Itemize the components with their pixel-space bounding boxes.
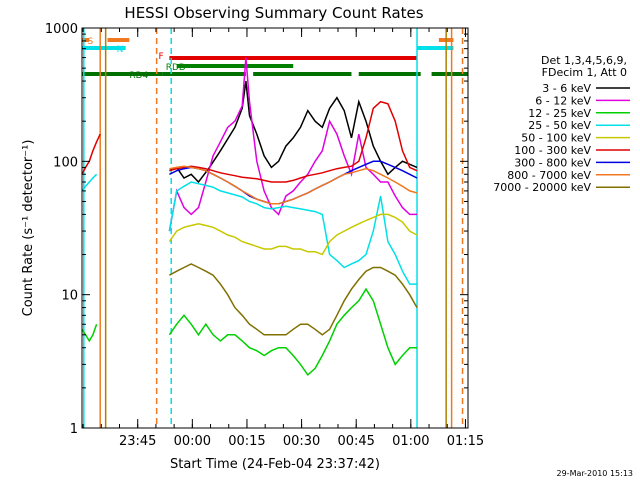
legend-entry: 6 - 12 keV [535, 94, 591, 107]
series-line [168, 57, 417, 232]
mode-change-lines [83, 28, 464, 428]
series-line [169, 263, 418, 336]
legend-entry: 25 - 50 keV [528, 119, 591, 132]
timestamp: 29-Mar-2010 15:13 [557, 469, 634, 478]
x-axis: 23:45 00:00 00:15 00:30 00:45 01:00 01:15 [82, 28, 484, 449]
x-tick-label: 00:15 [228, 434, 265, 449]
flag-bar-label: RDD [166, 63, 186, 73]
y-tick-label: 10 [61, 289, 78, 304]
x-tick-label: 23:45 [119, 434, 156, 449]
legend-header: Det 1,3,4,5,6,9, [541, 54, 627, 67]
legend-entry: 100 - 300 keV [514, 144, 591, 157]
legend-entry: 300 - 800 keV [514, 156, 591, 169]
flag-bar-label: S [87, 37, 93, 47]
x-tick-label: 00:30 [283, 434, 320, 449]
series-line [168, 287, 417, 377]
y-axis: 1 10 100 1000 [45, 22, 468, 437]
plot-frame [81, 27, 469, 429]
x-tick-label: 01:15 [447, 434, 484, 449]
series-lines [81, 57, 418, 377]
x-tick-label: 00:00 [174, 434, 211, 449]
series-line-segment [81, 323, 98, 343]
legend: Det 1,3,4,5,6,9,FDecim 1, Att 0 3 - 6 keV… [493, 54, 630, 194]
legend-entry: 12 - 25 keV [528, 107, 591, 120]
x-tick-label: 00:45 [337, 434, 374, 449]
legend-header: FDecim 1, Att 0 [542, 66, 627, 79]
legend-entry: 800 - 7000 keV [507, 169, 591, 182]
series-line [168, 181, 417, 285]
series-line [169, 100, 418, 183]
y-axis-label: Count Rate (s⁻¹ detector⁻¹) [21, 140, 36, 317]
x-tick-label: 01:00 [392, 434, 429, 449]
chart-title: HESSI Observing Summary Count Rates [124, 4, 423, 22]
series-line [168, 213, 418, 256]
y-tick-label: 1 [70, 422, 78, 437]
flag-bar-label: F [158, 52, 163, 62]
flag-bar-label: RD4 [129, 71, 148, 81]
legend-entry: 7000 - 20000 keV [493, 181, 591, 194]
flag-bar-label: N [117, 45, 124, 55]
series-line [169, 80, 418, 184]
series-line-segment [81, 133, 101, 175]
legend-entry: 3 - 6 keV [542, 82, 591, 95]
y-tick-label: 1000 [45, 22, 78, 37]
x-axis-label: Start Time (24-Feb-04 23:37:42) [170, 457, 380, 472]
legend-entry: 50 - 100 keV [521, 132, 591, 145]
y-tick-label: 100 [53, 155, 78, 170]
series-line-segment [81, 173, 98, 192]
series-line [169, 165, 418, 205]
